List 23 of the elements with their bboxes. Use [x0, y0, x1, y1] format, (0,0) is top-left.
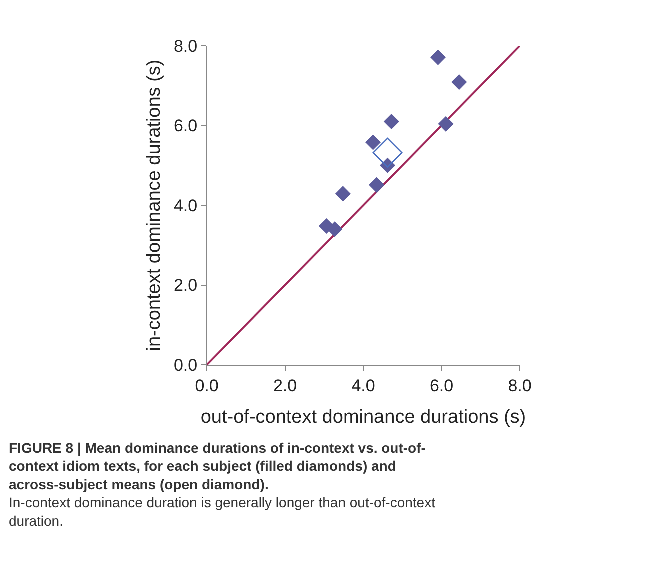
x-tick-label: 6.0: [430, 376, 454, 396]
x-axis-title: out-of-context dominance durations (s): [200, 407, 526, 428]
x-tick-label: 2.0: [273, 376, 298, 396]
x-tick-label: 4.0: [352, 376, 376, 396]
point: [365, 134, 382, 150]
x-tick-label: 8.0: [508, 376, 532, 396]
y-axis-title: in-context dominance durations (s): [144, 60, 165, 352]
y-tick-label: 8.0: [174, 36, 198, 56]
y-tick-label: 6.0: [174, 116, 198, 136]
point: [327, 222, 343, 238]
point: [430, 50, 446, 66]
point: [384, 114, 400, 130]
y-tick-label: 4.0: [174, 196, 198, 216]
caption: FIGURE 8 | Mean dominance durations of in-context vs. out-of-context idiom texts, for each subject (filled diamonds) and across-subject means (open diamond).: [9, 440, 426, 492]
point: [372, 138, 403, 168]
point: [369, 177, 385, 193]
point: [438, 116, 454, 132]
point: [335, 186, 351, 202]
y-tick-label: 2.0: [174, 276, 198, 296]
x-tick-label: 0.0: [195, 376, 219, 396]
y-tick-label: 0.0: [174, 356, 198, 375]
text: In-context dominance duration is generally longer than out-of-context duration.: [9, 494, 436, 529]
point: [452, 74, 468, 90]
